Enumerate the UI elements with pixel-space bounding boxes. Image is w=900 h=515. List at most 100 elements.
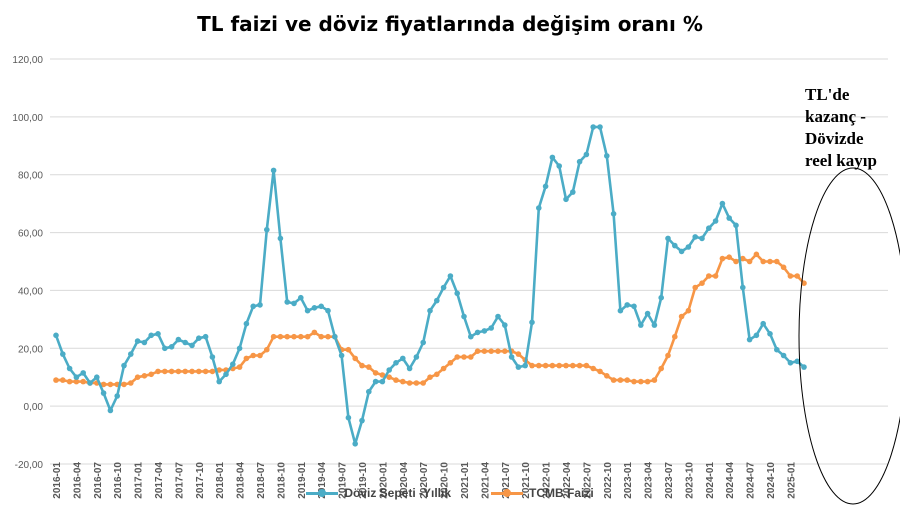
data-point xyxy=(175,336,182,343)
data-point xyxy=(658,365,664,372)
data-point xyxy=(590,365,596,372)
x-tick-label: 2016-04 xyxy=(72,462,83,499)
data-point xyxy=(794,273,800,279)
data-point xyxy=(699,235,705,242)
x-tick-label: 2024-10 xyxy=(766,462,777,499)
data-point xyxy=(447,360,454,366)
data-point xyxy=(80,370,86,376)
data-point xyxy=(413,354,420,360)
data-point xyxy=(189,368,195,375)
data-point xyxy=(651,322,658,328)
legend-label: TCMB Faizi xyxy=(529,486,594,500)
data-point xyxy=(774,346,780,353)
legend-swatch-doviz xyxy=(306,487,339,499)
data-point xyxy=(801,364,807,370)
series-tcmb-faizi xyxy=(53,251,807,388)
legend-label: Döviz Sepeti -Yıllık xyxy=(344,486,452,500)
x-tick-label: 2016-10 xyxy=(113,462,124,499)
data-point xyxy=(610,377,617,383)
data-point xyxy=(644,378,651,385)
data-point xyxy=(100,390,107,396)
data-point xyxy=(563,362,569,369)
data-point xyxy=(672,242,678,249)
legend: Döviz Sepeti -Yıllık TCMB Faizi xyxy=(0,486,900,500)
data-point xyxy=(658,294,664,301)
y-tick-label: 120,00 xyxy=(12,55,43,66)
data-point xyxy=(73,378,80,385)
data-point xyxy=(352,355,359,362)
x-tick-label: 2018-01 xyxy=(215,462,226,499)
data-point xyxy=(570,362,576,369)
data-point xyxy=(760,320,766,327)
x-tick-label: 2017-10 xyxy=(195,462,206,499)
data-point xyxy=(604,373,610,379)
data-point xyxy=(474,329,481,336)
data-point xyxy=(277,333,284,340)
data-point xyxy=(454,290,461,297)
data-point xyxy=(780,352,787,359)
x-tick-label: 2020-04 xyxy=(399,462,410,499)
data-point xyxy=(162,345,168,352)
data-point xyxy=(726,215,732,221)
data-point xyxy=(508,354,515,360)
x-tick-label: 2019-01 xyxy=(297,462,308,499)
data-point xyxy=(284,299,291,305)
data-point xyxy=(372,378,379,385)
data-point xyxy=(257,352,263,359)
data-point xyxy=(325,333,331,340)
data-point xyxy=(53,377,59,383)
x-tick-label: 2022-01 xyxy=(542,462,553,499)
data-point xyxy=(53,332,59,339)
data-point xyxy=(338,352,345,359)
x-tick-label: 2020-07 xyxy=(419,462,430,499)
data-point xyxy=(209,368,216,375)
data-point xyxy=(515,351,522,357)
data-point xyxy=(134,374,141,381)
data-point xyxy=(230,361,236,368)
data-point xyxy=(393,360,399,366)
data-point xyxy=(298,294,304,301)
data-point xyxy=(60,351,66,357)
x-tick-label: 2018-10 xyxy=(276,462,287,499)
y-tick-label: 100,00 xyxy=(12,113,43,124)
data-point xyxy=(542,362,549,369)
data-point xyxy=(243,355,250,362)
x-tick-label: 2019-07 xyxy=(338,462,349,499)
data-point xyxy=(270,333,277,340)
data-point xyxy=(60,377,66,383)
data-point xyxy=(223,371,229,378)
data-point xyxy=(583,362,590,369)
x-tick-label: 2019-04 xyxy=(317,462,328,499)
data-point xyxy=(787,273,794,279)
data-point xyxy=(175,368,182,375)
annotation-line: reel kayıp xyxy=(805,151,877,170)
x-tick-label: 2024-01 xyxy=(705,462,716,499)
annotation-text: TL'de kazanç - Dövizde reel kayıp xyxy=(805,84,895,172)
data-point xyxy=(570,189,576,195)
data-point xyxy=(447,273,454,279)
data-point xyxy=(583,151,590,158)
x-tick-label: 2018-07 xyxy=(256,462,267,499)
data-point xyxy=(549,362,556,369)
x-tick-label: 2020-10 xyxy=(440,462,451,499)
x-tick-label: 2017-01 xyxy=(134,462,145,499)
y-tick-label: 80,00 xyxy=(18,171,43,182)
data-point xyxy=(134,338,141,344)
x-tick-label: 2024-04 xyxy=(725,462,736,499)
data-point xyxy=(624,377,630,383)
data-point xyxy=(196,335,202,342)
data-point xyxy=(121,362,127,369)
data-point xyxy=(474,348,481,355)
data-point xyxy=(345,346,352,353)
data-point xyxy=(665,235,671,242)
data-point xyxy=(379,378,386,385)
y-tick-label: 60,00 xyxy=(18,229,43,240)
data-point xyxy=(107,407,114,414)
data-point xyxy=(440,284,447,291)
data-point xyxy=(502,348,508,355)
data-point xyxy=(536,362,542,369)
data-point xyxy=(685,244,692,250)
data-point xyxy=(427,374,433,381)
x-tick-label: 2023-01 xyxy=(623,462,634,499)
data-point xyxy=(236,345,243,352)
